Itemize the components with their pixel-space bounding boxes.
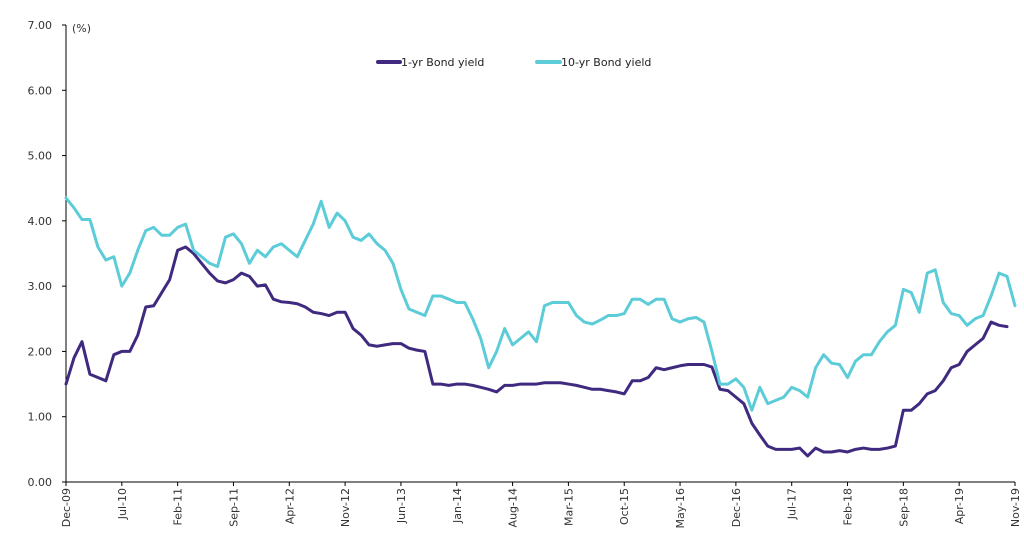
series-line-2 (64, 196, 1017, 412)
series-layer (64, 196, 1017, 458)
y-axis-unit-label: (%) (72, 22, 91, 35)
x-tick-label: Apr-19 (953, 488, 966, 524)
x-tick-label: Dec-09 (60, 488, 73, 527)
x-tick-label: Apr-12 (283, 488, 296, 524)
y-tick-label: 1.00 (28, 411, 53, 424)
x-axis-ticks: Dec-09 Jul-10 Feb-11 Sep-11 Apr-12 Nov-12 Jun-… (60, 482, 1022, 529)
x-tick-label: Sep-11 (227, 488, 240, 527)
y-tick-label: 7.00 (28, 19, 53, 32)
x-tick-label: Nov-19 (1009, 488, 1022, 527)
x-tick-label: Jun-13 (395, 488, 408, 524)
x-tick-label: Jan-14 (451, 488, 464, 524)
y-axis-ticks: 0.00 1.00 2.00 3.00 4.00 5.00 6.00 7.00 (28, 19, 66, 489)
y-tick-label: 6.00 (28, 84, 53, 97)
legend-label-1: 1-yr Bond yield (401, 56, 484, 69)
x-tick-label: Jul-10 (116, 488, 129, 520)
x-tick-label: Feb-18 (842, 488, 855, 525)
x-tick-label: Dec-16 (730, 488, 743, 527)
y-tick-label: 5.00 (28, 150, 53, 163)
x-tick-label: May-16 (674, 488, 687, 529)
series-line-1 (64, 245, 1009, 458)
y-tick-label: 3.00 (28, 280, 53, 293)
x-tick-label: Oct-15 (618, 488, 631, 525)
legend-label-2: 10-yr Bond yield (561, 56, 651, 69)
chart-legend: 1-yr Bond yield 10-yr Bond yield (376, 56, 651, 69)
x-tick-label: Jul-17 (786, 488, 799, 520)
x-tick-label: Feb-11 (172, 488, 185, 525)
chart-axes (65, 25, 1015, 483)
x-tick-label: Sep-18 (897, 488, 910, 527)
y-tick-label: 2.00 (28, 345, 53, 358)
y-tick-label: 4.00 (28, 215, 53, 228)
x-tick-label: Nov-12 (339, 488, 352, 527)
x-tick-label: Aug-14 (507, 488, 520, 527)
x-tick-label: Mar-15 (562, 488, 575, 526)
y-tick-label: 0.00 (28, 476, 53, 489)
